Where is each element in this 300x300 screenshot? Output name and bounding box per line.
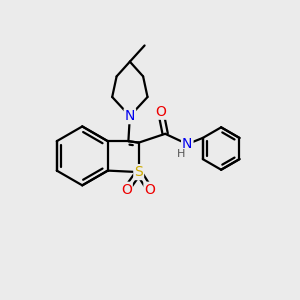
- Text: H: H: [177, 149, 186, 159]
- Text: O: O: [121, 183, 132, 197]
- Text: S: S: [134, 165, 143, 179]
- Text: N: N: [125, 109, 135, 123]
- Text: O: O: [144, 183, 155, 197]
- Text: O: O: [155, 105, 166, 119]
- Text: N: N: [182, 137, 193, 151]
